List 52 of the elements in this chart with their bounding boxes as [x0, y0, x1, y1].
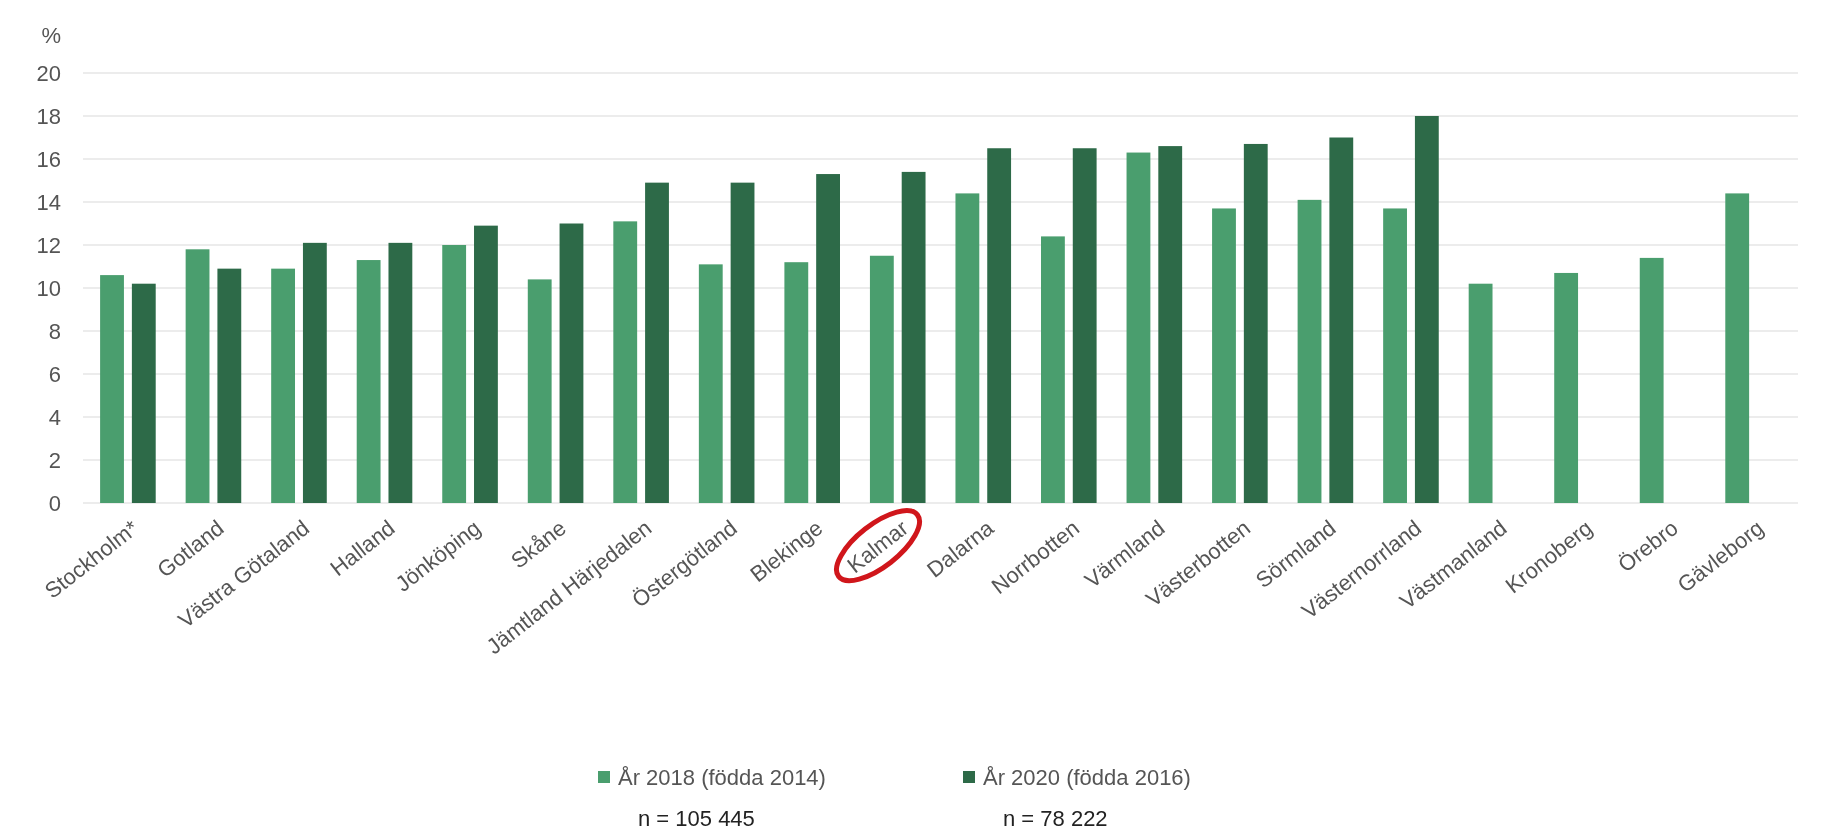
legend-label: År 2020 (födda 2016): [983, 764, 1191, 790]
y-tick-label: 8: [48, 318, 61, 344]
bar: [1468, 283, 1493, 503]
y-tick-label: 12: [36, 232, 61, 258]
bar: [730, 182, 755, 503]
bar: [901, 171, 926, 503]
bar: [559, 223, 584, 503]
bar: [869, 255, 894, 503]
bar: [698, 264, 723, 503]
bar: [613, 221, 638, 503]
bar: [1243, 143, 1268, 503]
bar: [1329, 137, 1354, 503]
text: n = 105 445: [638, 805, 755, 831]
bar: [100, 275, 124, 503]
y-axis-title: %: [41, 22, 61, 48]
bar: [955, 193, 980, 503]
bar: [1072, 148, 1097, 503]
bar: [1212, 208, 1236, 503]
bar: [1383, 208, 1407, 503]
bar: [1554, 272, 1579, 503]
y-tick-label: 10: [36, 275, 61, 301]
legend-label: År 2018 (födda 2014): [618, 764, 826, 790]
bar: [185, 249, 210, 503]
bar: [1725, 193, 1750, 503]
bar: [1041, 236, 1065, 503]
bar: [1639, 257, 1664, 503]
bar: [1297, 199, 1322, 503]
bar: [1126, 152, 1151, 503]
text: n = 78 222: [1003, 805, 1108, 831]
bar: [131, 283, 156, 503]
y-tick-label: 6: [48, 361, 61, 387]
bar: [442, 245, 467, 503]
bar: [217, 268, 242, 503]
bar: [816, 174, 840, 503]
bar: [356, 260, 381, 503]
y-tick-label: 16: [36, 146, 61, 172]
y-tick-label: 20: [36, 60, 61, 86]
y-tick-label: 18: [36, 103, 61, 129]
bar: [1158, 146, 1183, 503]
y-tick-label: 0: [48, 490, 61, 516]
bar: [987, 148, 1012, 503]
bar: [388, 242, 413, 503]
y-tick-label: 2: [48, 447, 61, 473]
bar: [271, 268, 296, 503]
bar: [474, 225, 498, 503]
bar: [784, 262, 809, 503]
bar: [645, 182, 669, 503]
bar: [302, 242, 327, 503]
y-tick-label: 4: [48, 404, 61, 430]
y-tick-label: 14: [36, 189, 61, 215]
bar: [1414, 116, 1439, 503]
bar: [527, 279, 552, 503]
